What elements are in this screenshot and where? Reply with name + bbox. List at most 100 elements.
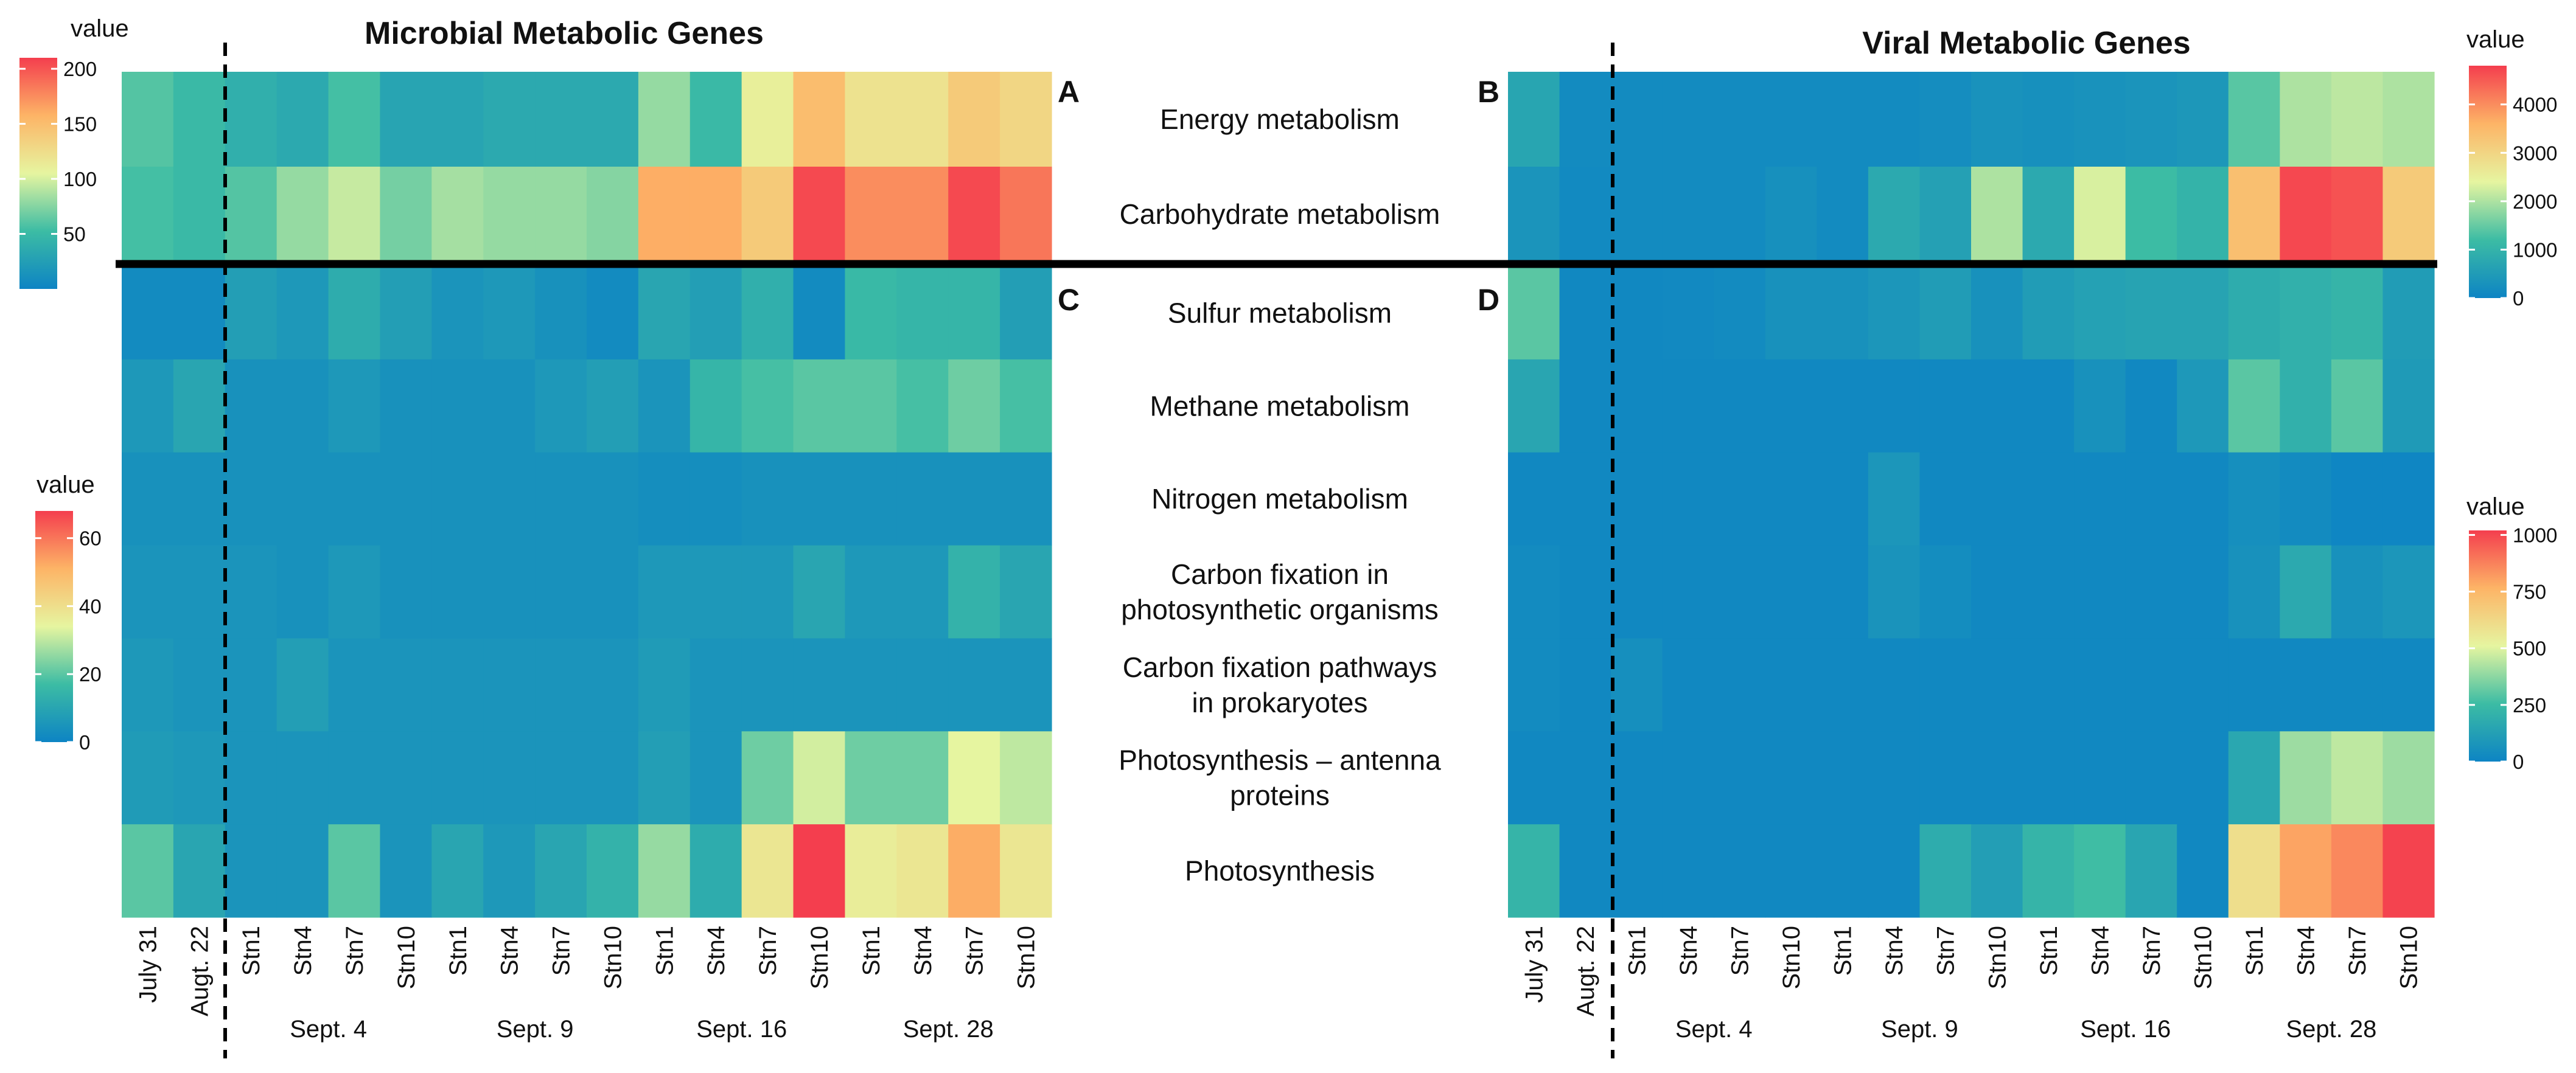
heatmap-cell-b-r0-c3 <box>1662 72 1714 167</box>
heatmap-cell-b-r1-c4 <box>1714 167 1766 262</box>
heatmap-cell-c-r0-c11 <box>689 266 742 360</box>
heatmap-cell-a-r1-c8 <box>535 167 587 262</box>
heatmap-cell-d-r5-c9 <box>1971 731 2023 825</box>
heatmap-cell-c-r4-c17 <box>1000 638 1052 732</box>
heatmap-cell-d-r2-c3 <box>1662 452 1714 546</box>
heatmap-cell-c-r1-c11 <box>689 359 742 453</box>
heatmap-cell-c-r5-c13 <box>793 731 846 825</box>
heatmap-cell-c-r0-c16 <box>948 266 1000 360</box>
heatmap-cell-d-r5-c7 <box>1868 731 1921 825</box>
heatmap-cell-d-r1-c1 <box>1559 359 1611 453</box>
heatmap-cell-a-r0-c10 <box>638 72 691 167</box>
heatmap-cell-c-r4-c14 <box>845 638 897 732</box>
heatmap-cell-d-r2-c10 <box>2022 452 2075 546</box>
heatmap-cell-d-r3-c5 <box>1765 545 1817 639</box>
heatmap-cell-a-r1-c12 <box>741 167 794 262</box>
heatmap-cell-d-r4-c1 <box>1559 638 1611 732</box>
heatmap-cell-b-r0-c9 <box>1971 72 2023 167</box>
heatmap-cell-c-r4-c8 <box>535 638 587 732</box>
heatmap-cell-d-r0-c13 <box>2177 266 2229 360</box>
row-label: Methane metabolism <box>1150 390 1410 422</box>
row-label: Photosynthesis <box>1185 855 1375 887</box>
heatmap-cell-d-r6-c0 <box>1508 824 1560 918</box>
heatmap-cell-c-r5-c5 <box>380 731 432 825</box>
heatmap-cell-b-r0-c7 <box>1868 72 1921 167</box>
heatmap-cell-d-r4-c16 <box>2331 638 2384 732</box>
heatmap-cell-b-r0-c0 <box>1508 72 1560 167</box>
heatmap-cell-c-r3-c1 <box>173 545 226 639</box>
heatmap-cell-d-r1-c16 <box>2331 359 2384 453</box>
heatmap-cell-a-r0-c8 <box>535 72 587 167</box>
heatmap-cell-b-r0-c5 <box>1765 72 1817 167</box>
heatmap-cell-b-r0-c12 <box>2125 72 2177 167</box>
heatmap-cell-c-r6-c10 <box>638 824 691 918</box>
legend-tick-d-0: 0 <box>2513 751 2524 773</box>
heatmap-cell-a-r1-c1 <box>173 167 226 262</box>
heatmap-cell-d-r6-c17 <box>2382 824 2435 918</box>
column-label-right-16: Stn7 <box>2344 926 2371 976</box>
column-label-left-0: July 31 <box>134 926 161 1003</box>
heatmap-cell-d-r0-c11 <box>2074 266 2126 360</box>
heatmap-cell-d-r3-c12 <box>2125 545 2177 639</box>
heatmap-cell-a-r0-c7 <box>483 72 536 167</box>
heatmap-cell-b-r1-c8 <box>1919 167 1972 262</box>
heatmap-cell-c-r4-c2 <box>225 638 277 732</box>
heatmap-cell-b-r1-c14 <box>2228 167 2280 262</box>
heatmap-cell-d-r4-c14 <box>2228 638 2280 732</box>
heatmap-cell-d-r2-c12 <box>2125 452 2177 546</box>
heatmap-cell-d-r0-c1 <box>1559 266 1611 360</box>
heatmap-cell-d-r3-c3 <box>1662 545 1714 639</box>
heatmap-cell-c-r1-c3 <box>276 359 329 453</box>
heatmap-cell-b-r1-c9 <box>1971 167 2023 262</box>
heatmap-cell-c-r6-c8 <box>535 824 587 918</box>
heatmap-cell-b-r1-c11 <box>2074 167 2126 262</box>
heatmap-cell-b-r0-c6 <box>1817 72 1869 167</box>
heatmap-cell-d-r1-c4 <box>1714 359 1766 453</box>
heatmap-cell-c-r2-c8 <box>535 452 587 546</box>
heatmap-cell-c-r1-c17 <box>1000 359 1052 453</box>
column-group-label-left-1: Sept. 9 <box>497 1016 574 1043</box>
column-label-left-12: Stn7 <box>755 926 781 976</box>
heatmap-cell-c-r4-c9 <box>587 638 639 732</box>
heatmap-cell-c-r2-c10 <box>638 452 691 546</box>
heatmap-cell-d-r5-c11 <box>2074 731 2126 825</box>
heatmap-cell-c-r4-c13 <box>793 638 846 732</box>
column-label-left-15: Stn4 <box>910 926 937 976</box>
heatmap-cell-c-r3-c8 <box>535 545 587 639</box>
heatmap-cell-c-r2-c12 <box>741 452 794 546</box>
heatmap-cell-c-r0-c7 <box>483 266 536 360</box>
heatmap-cell-c-r4-c10 <box>638 638 691 732</box>
heatmap-cell-d-r5-c13 <box>2177 731 2229 825</box>
heatmap-cell-c-r6-c13 <box>793 824 846 918</box>
heatmap-cell-b-r1-c6 <box>1817 167 1869 262</box>
heatmap-cell-b-r1-c7 <box>1868 167 1921 262</box>
heatmap-cell-c-r0-c1 <box>173 266 226 360</box>
heatmap-cell-d-r6-c10 <box>2022 824 2075 918</box>
heatmap-cell-c-r6-c15 <box>896 824 949 918</box>
heatmap-cell-d-r3-c8 <box>1919 545 1972 639</box>
column-label-right-3: Stn4 <box>1675 926 1702 976</box>
heatmap-cell-b-r1-c13 <box>2177 167 2229 262</box>
heatmap-cell-a-r0-c17 <box>1000 72 1052 167</box>
heatmap-cell-c-r6-c0 <box>122 824 174 918</box>
heatmap-cell-c-r5-c7 <box>483 731 536 825</box>
heatmap-cell-c-r0-c17 <box>1000 266 1052 360</box>
legend-tick-b-0: 0 <box>2513 287 2524 310</box>
heatmap-cell-d-r2-c11 <box>2074 452 2126 546</box>
heatmap-cell-c-r4-c0 <box>122 638 174 732</box>
row-label: Sulfur metabolism <box>1168 297 1392 328</box>
heatmap-cell-a-r1-c17 <box>1000 167 1052 262</box>
heatmap-cell-d-r4-c7 <box>1868 638 1921 732</box>
heatmap-cell-c-r0-c3 <box>276 266 329 360</box>
heatmap-cell-c-r0-c0 <box>122 266 174 360</box>
heatmap-cell-c-r1-c13 <box>793 359 846 453</box>
heatmap-cell-c-r1-c10 <box>638 359 691 453</box>
heatmap-cell-a-r1-c7 <box>483 167 536 262</box>
heatmap-cell-c-r6-c5 <box>380 824 432 918</box>
heatmap-cell-d-r3-c6 <box>1817 545 1869 639</box>
heatmap-cell-d-r1-c15 <box>2280 359 2332 453</box>
column-group-label-left-0: Sept. 4 <box>290 1016 367 1043</box>
heatmap-cell-d-r3-c4 <box>1714 545 1766 639</box>
heatmap-cell-a-r1-c11 <box>689 167 742 262</box>
